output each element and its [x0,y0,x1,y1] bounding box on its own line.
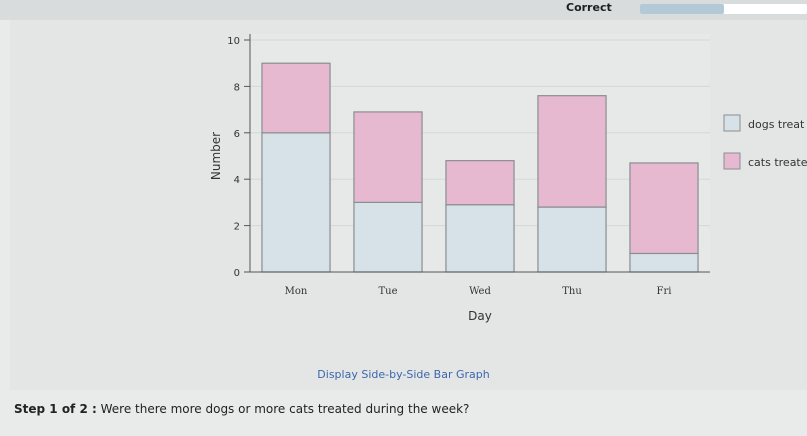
y-tick-label: 10 [227,36,240,47]
bar-dogs-fri [629,252,699,273]
x-axis-label: Day [468,309,492,323]
x-tick-label: Wed [469,286,491,297]
status-label: Correct [566,1,612,14]
y-tick-label: 4 [234,175,240,186]
y-tick-label: 2 [234,222,240,233]
progress-fill [640,4,724,14]
step-question: Were there more dogs or more cats treate… [100,402,470,416]
bar-cats-thu [537,95,607,208]
bar-cats-mon [261,62,331,134]
bar-dogs-thu [537,206,607,273]
x-tick-label: Mon [285,286,308,297]
legend-label: cats treate [748,156,807,169]
bar-cats-tue [353,111,423,204]
bar-dogs-mon [261,132,331,273]
y-tick-label: 0 [234,268,240,279]
bar-dogs-tue [353,201,423,273]
bar-cats-wed [445,160,515,206]
legend-swatch [723,114,741,132]
step-label: Step 1 of 2 : [14,402,97,416]
x-tick-label: Fri [657,286,672,297]
x-tick-label: Tue [378,286,397,297]
display-side-by-side-link[interactable]: Display Side-by-Side Bar Graph [317,368,490,381]
x-tick-label: Thu [562,286,582,297]
progress-bar [640,4,807,14]
step-prompt: Step 1 of 2 : Were there more dogs or mo… [14,402,469,416]
bar-cats-fri [629,162,699,255]
legend-swatch [723,152,741,170]
stacked-bar-chart: 0 2 4 6 8 10 Mon Tue Wed Thu Fri Day Number dogs tre… [209,34,807,323]
y-tick-label: 8 [234,82,240,93]
legend-label: dogs treat [748,118,805,131]
top-bar: Correct [0,0,807,20]
y-tick-label: 6 [234,129,240,140]
bar-dogs-wed [445,204,515,273]
y-axis-label: Number [209,132,223,180]
chart-panel: 0 2 4 6 8 10 Mon Tue Wed Thu Fri Day Number dogs tre… [10,20,807,390]
